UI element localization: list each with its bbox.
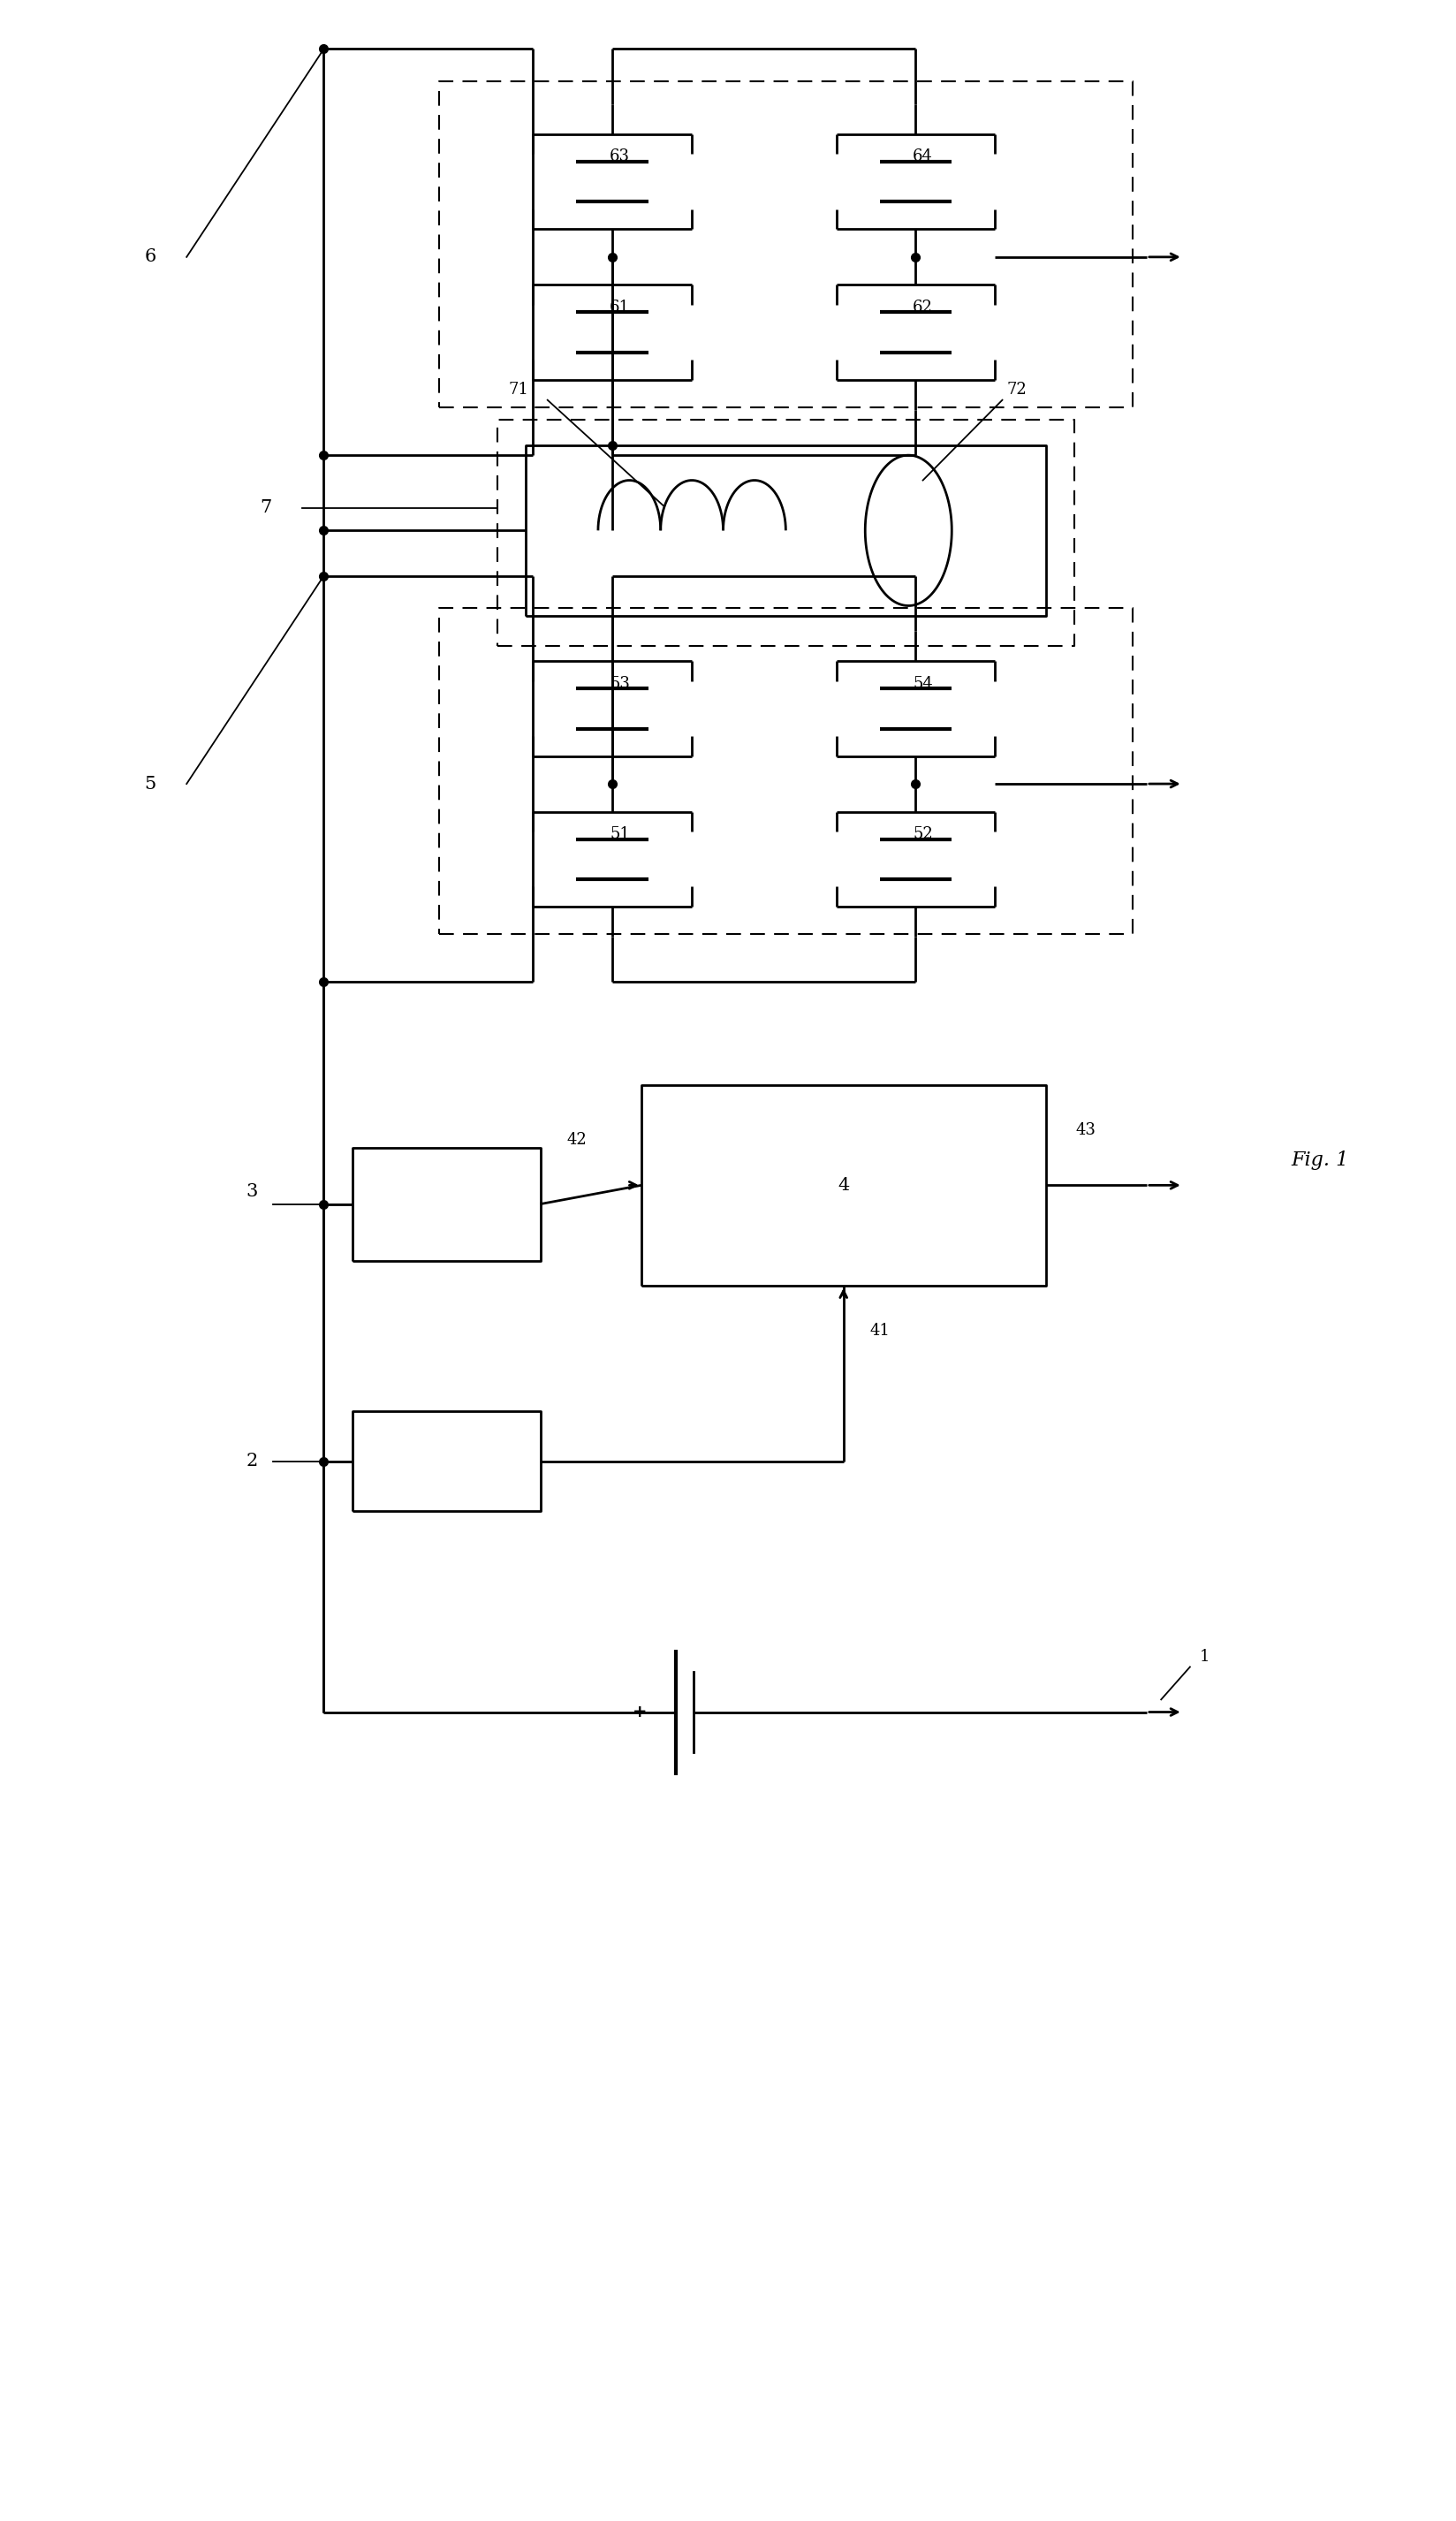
Text: 41: 41 (869, 1324, 890, 1339)
Text: 5: 5 (144, 776, 156, 792)
Text: 64: 64 (913, 149, 933, 164)
Text: 52: 52 (913, 827, 933, 842)
Text: 1: 1 (1200, 1649, 1210, 1664)
Text: 54: 54 (913, 676, 933, 691)
Text: Fig. 1: Fig. 1 (1291, 1150, 1348, 1170)
Text: 63: 63 (610, 149, 630, 164)
Text: 43: 43 (1076, 1122, 1096, 1137)
Text: 61: 61 (610, 300, 630, 315)
Text: 53: 53 (610, 676, 630, 691)
Text: 3: 3 (246, 1182, 258, 1200)
Text: 72: 72 (1006, 383, 1026, 398)
Text: 4: 4 (837, 1177, 849, 1192)
Text: 42: 42 (566, 1132, 587, 1147)
Text: 51: 51 (610, 827, 630, 842)
Text: 6: 6 (144, 250, 156, 265)
Text: 62: 62 (913, 300, 933, 315)
Text: 7: 7 (261, 499, 272, 517)
Text: +: + (633, 1704, 648, 1719)
Text: 2: 2 (246, 1452, 258, 1470)
Text: 71: 71 (508, 383, 529, 398)
